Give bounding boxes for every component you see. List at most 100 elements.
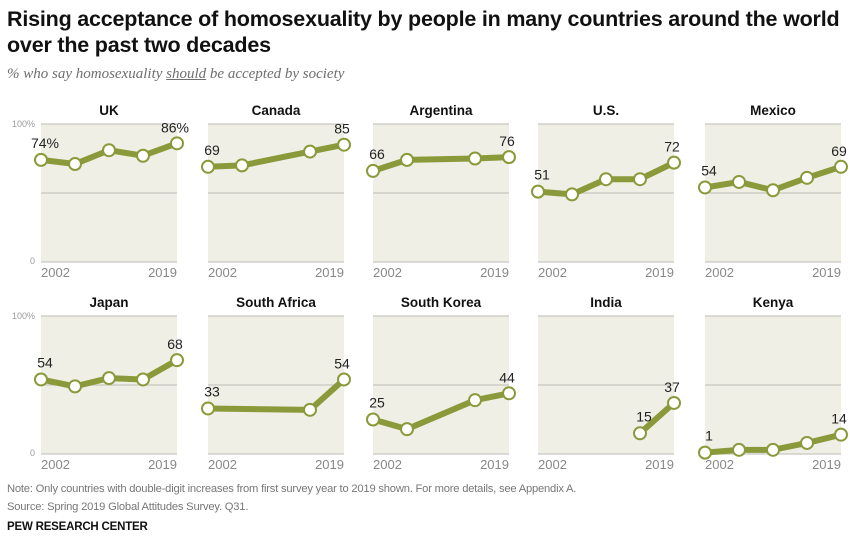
- data-label: 25: [369, 395, 385, 411]
- data-point: [468, 393, 482, 408]
- source-text: Source: Spring 2019 Global Attitudes Sur…: [7, 501, 249, 513]
- subtitle-suffix: be accepted by society: [206, 66, 345, 82]
- data-label: 1: [705, 428, 713, 444]
- series-line: [372, 154, 510, 174]
- data-point: [235, 158, 249, 173]
- data-label: 14: [831, 411, 847, 427]
- data-point: [766, 442, 780, 457]
- data-point: [136, 372, 150, 387]
- data-label: 15: [636, 408, 652, 424]
- data-point: [136, 148, 150, 163]
- data-point: [303, 402, 317, 417]
- data-point: [565, 187, 579, 202]
- x-tick-label: 2002: [41, 265, 70, 280]
- chart-title: Rising acceptance of homosexuality by pe…: [7, 7, 840, 57]
- panel-title: Argentina: [409, 103, 472, 118]
- x-tick-label: 2002: [538, 457, 567, 472]
- data-point: [599, 172, 613, 187]
- data-point: [800, 435, 814, 450]
- data-point: [201, 401, 215, 416]
- data-point: [633, 426, 647, 441]
- x-tick-label: 2019: [148, 457, 177, 472]
- data-point: [800, 170, 814, 185]
- x-tick-label: 2019: [148, 265, 177, 280]
- data-point: [834, 427, 848, 442]
- x-tick-label: 2019: [812, 265, 841, 280]
- data-label: 68: [167, 336, 183, 352]
- data-point: [698, 445, 712, 460]
- panel-title: India: [590, 295, 622, 310]
- y-tick-label: 100%: [12, 311, 35, 321]
- x-tick-label: 2019: [645, 457, 674, 472]
- data-point: [102, 143, 116, 158]
- data-label: 86%: [161, 119, 189, 135]
- y-tick-label: 100%: [12, 119, 35, 129]
- data-label: 54: [334, 355, 350, 371]
- data-point: [698, 180, 712, 195]
- data-label: 44: [499, 369, 515, 385]
- data-point: [400, 422, 414, 437]
- data-label: 85: [334, 121, 350, 137]
- data-label: 74%: [31, 135, 59, 151]
- subtitle-emphasis: should: [166, 66, 207, 82]
- data-point: [834, 159, 848, 174]
- data-point: [303, 144, 317, 159]
- brand-label: PEW RESEARCH CENTER: [7, 521, 148, 533]
- x-tick-label: 2019: [480, 265, 509, 280]
- x-tick-label: 2002: [705, 265, 734, 280]
- note-text: Note: Only countries with double-digit i…: [7, 483, 577, 495]
- data-label: 51: [534, 167, 550, 183]
- data-point: [667, 155, 681, 170]
- x-tick-label: 2002: [208, 457, 237, 472]
- data-point: [337, 137, 351, 152]
- data-point: [366, 412, 380, 427]
- data-point: [732, 442, 746, 457]
- data-point: [201, 159, 215, 174]
- data-point: [34, 152, 48, 167]
- data-point: [170, 136, 184, 151]
- x-tick-label: 2019: [645, 265, 674, 280]
- data-label: 66: [369, 146, 385, 162]
- data-point: [68, 379, 82, 394]
- small-multiples-chart: UK 100% 0 2002 2019 74% 86% Canada 2002 2019 69 85 A…: [12, 103, 848, 472]
- x-tick-label: 2002: [208, 265, 237, 280]
- panel-title: Canada: [252, 103, 301, 118]
- x-tick-label: 2002: [41, 457, 70, 472]
- data-label: 69: [204, 142, 220, 158]
- x-tick-label: 2019: [315, 457, 344, 472]
- y-tick-label: 0: [30, 448, 35, 458]
- panel-title: Kenya: [753, 295, 794, 310]
- data-point: [400, 152, 414, 167]
- series-line: [207, 141, 345, 170]
- panel-title: Mexico: [750, 103, 796, 118]
- x-tick-label: 2019: [812, 457, 841, 472]
- data-point: [667, 395, 681, 410]
- data-point: [531, 184, 545, 199]
- y-tick-label: 0: [30, 256, 35, 266]
- data-point: [102, 371, 116, 386]
- data-point: [502, 150, 516, 165]
- data-point: [468, 151, 482, 166]
- data-point: [766, 183, 780, 198]
- x-tick-label: 2002: [705, 457, 734, 472]
- data-point: [732, 174, 746, 189]
- series-line: [372, 390, 510, 433]
- panel-title: South Africa: [236, 295, 316, 310]
- data-label: 69: [831, 143, 847, 159]
- series-line: [638, 400, 676, 436]
- panel-title: UK: [99, 103, 119, 118]
- x-tick-label: 2002: [373, 457, 402, 472]
- panel-title: U.S.: [593, 103, 619, 118]
- x-tick-label: 2019: [480, 457, 509, 472]
- data-point: [337, 372, 351, 387]
- x-tick-label: 2002: [538, 265, 567, 280]
- data-label: 37: [664, 379, 680, 395]
- data-point: [68, 157, 82, 172]
- subtitle-prefix: % who say homosexuality: [7, 66, 167, 82]
- data-point: [34, 372, 48, 387]
- chart-subtitle: % who say homosexuality should be accept…: [7, 66, 344, 83]
- x-tick-label: 2002: [373, 265, 402, 280]
- data-label: 72: [664, 139, 680, 155]
- panel-title: Japan: [89, 295, 128, 310]
- data-point: [502, 386, 516, 401]
